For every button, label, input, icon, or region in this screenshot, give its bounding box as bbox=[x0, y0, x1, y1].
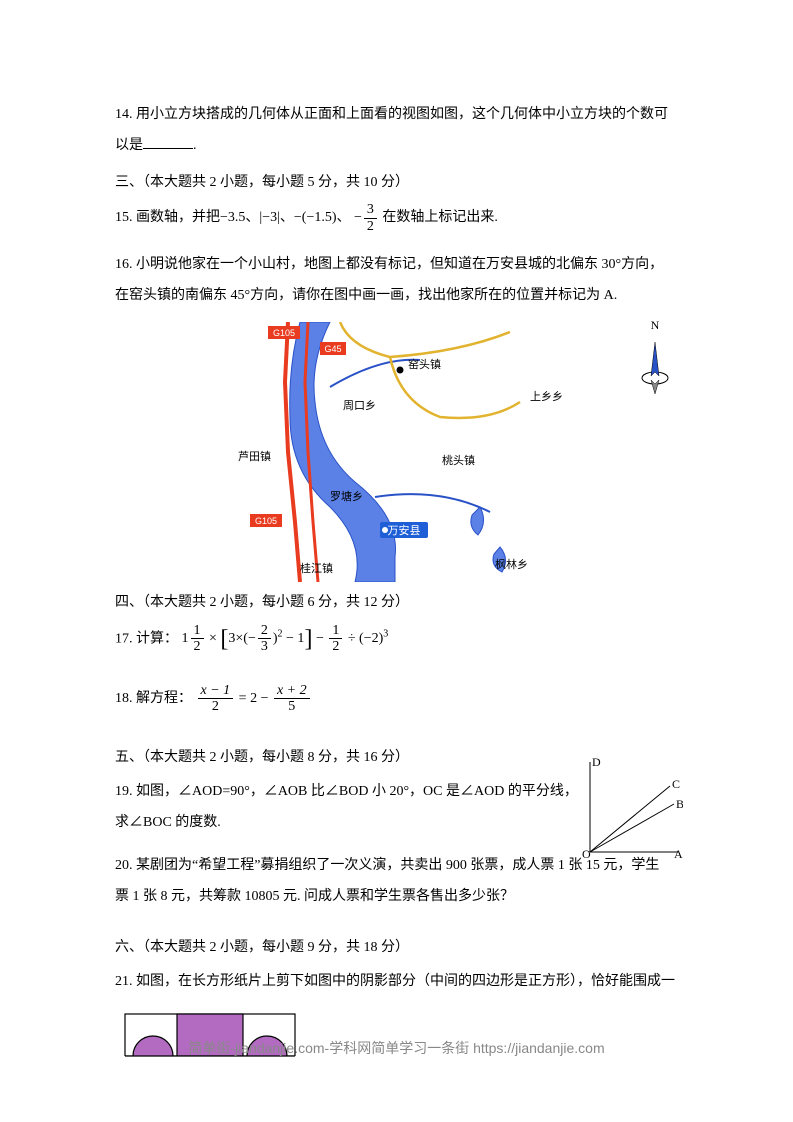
angle-A: A bbox=[674, 847, 683, 861]
label-shangxiang: 上乡乡 bbox=[530, 390, 563, 403]
sign-g45-text: G45 bbox=[324, 344, 341, 354]
river-branch-1 bbox=[330, 359, 420, 386]
compass-icon bbox=[635, 338, 675, 398]
section-3-header: 三、（本大题共 2 小题，每小题 5 分，共 10 分） bbox=[115, 168, 678, 199]
q16-line2: 在窑头镇的南偏东 45°方向，请你在图中画一画，找出他家所在的位置并标记为 A. bbox=[115, 281, 678, 312]
q18-equation: x − 12 = 2 − x + 25 bbox=[196, 683, 312, 715]
q14-text: 14. 用小立方块搭成的几何体从正面和上面看的视图如图，这个几何体中小立方块的个… bbox=[115, 107, 668, 153]
section-6-header: 六、（本大题共 2 小题，每小题 9 分，共 18 分） bbox=[115, 933, 678, 964]
compass-n-label: N bbox=[651, 318, 660, 332]
q14-blank bbox=[143, 135, 193, 149]
lake-1 bbox=[471, 507, 484, 535]
q17-cube: 3 bbox=[383, 628, 388, 639]
dot-yaotou bbox=[397, 366, 404, 373]
compass: N bbox=[630, 312, 680, 398]
q17-prefix: 17. 计算： bbox=[115, 631, 178, 646]
sign-g105-top-text: G105 bbox=[273, 328, 295, 338]
q17-23-den: 3 bbox=[258, 639, 271, 654]
q15-frac-num: 3 bbox=[364, 202, 377, 218]
river-branch-2 bbox=[375, 494, 490, 512]
q17-half-num: 1 bbox=[329, 623, 342, 639]
q17-1half-num: 1 bbox=[191, 623, 204, 639]
q15-frac-den: 2 bbox=[364, 219, 377, 234]
angle-figure: O A B C D bbox=[578, 756, 683, 861]
q21-text: 21. 如图，在长方形纸片上剪下如图中的阴影部分（中间的四边形是正方形），恰好能… bbox=[115, 967, 678, 998]
label-lutian: 芦田镇 bbox=[238, 449, 271, 463]
q17-three: 3×(− bbox=[228, 631, 255, 646]
q15-prefix: 15. 画数轴，并把−3.5、|−3|、−(−1.5)、 bbox=[115, 211, 351, 226]
label-guijiang: 桂江镇 bbox=[300, 561, 333, 575]
q17-23-num: 2 bbox=[258, 623, 271, 639]
q20-line2: 票 1 张 8 元，共筹款 10805 元. 问成人票和学生票各售出多少张？ bbox=[115, 882, 678, 913]
sign-g105-bot-text: G105 bbox=[255, 516, 277, 526]
q17-times: × bbox=[209, 631, 217, 646]
q15-neg: − bbox=[354, 211, 362, 226]
q17-minus1: − 1 bbox=[283, 631, 305, 646]
q14-suffix: . bbox=[193, 138, 197, 153]
county-dot bbox=[382, 527, 388, 533]
angle-C: C bbox=[672, 777, 680, 791]
label-fenglin: 枫林乡 bbox=[495, 557, 528, 571]
q17-div: ÷ (−2) bbox=[348, 631, 383, 646]
q16-line1: 16. 小明说他家在一个小山村，地图上都没有标记，但知道在万安县城的北偏东 30… bbox=[115, 250, 678, 281]
q18-lhs-num: x − 1 bbox=[198, 683, 234, 699]
angle-O: O bbox=[582, 847, 591, 861]
label-zhoukou: 周口乡 bbox=[343, 399, 376, 412]
q17-half-den: 2 bbox=[329, 639, 342, 654]
angle-B: B bbox=[676, 797, 683, 811]
angle-D: D bbox=[592, 756, 601, 769]
q17-expression: 112 × [3×(−23)2 − 1] − 12 ÷ (−2)3 bbox=[182, 623, 389, 655]
q17-minus: − bbox=[316, 631, 327, 646]
section-4-header: 四、（本大题共 2 小题，每小题 6 分，共 12 分） bbox=[115, 588, 678, 619]
q17-1half-den: 2 bbox=[191, 639, 204, 654]
q17-rbracket: ] bbox=[304, 626, 312, 652]
label-yaotou: 窑头镇 bbox=[408, 357, 441, 371]
q18-rhs-den: 5 bbox=[274, 699, 310, 714]
q15-suffix: 在数轴上标记出来. bbox=[382, 211, 498, 226]
county-label: 万安县 bbox=[388, 523, 421, 537]
page-footer: 简单街-jiandanjie.com-学科网简单学习一条街 https://ji… bbox=[0, 1033, 793, 1064]
label-zhentou: 桃头镇 bbox=[442, 453, 475, 467]
q18-eq: = 2 − bbox=[239, 691, 272, 706]
label-luotang: 罗塘乡 bbox=[330, 489, 363, 503]
q15-fraction: 32 bbox=[364, 202, 377, 234]
q18-rhs-num: x + 2 bbox=[274, 683, 310, 699]
q18-lhs-den: 2 bbox=[198, 699, 234, 714]
map-figure: N G105 G45 G105 万安县 窑头镇 周口乡 上乡 bbox=[180, 322, 610, 582]
q18-prefix: 18. 解方程： bbox=[115, 691, 192, 706]
map-svg: G105 G45 G105 万安县 窑头镇 周口乡 上乡乡 桃头镇 罗塘乡 桂江… bbox=[180, 322, 610, 582]
